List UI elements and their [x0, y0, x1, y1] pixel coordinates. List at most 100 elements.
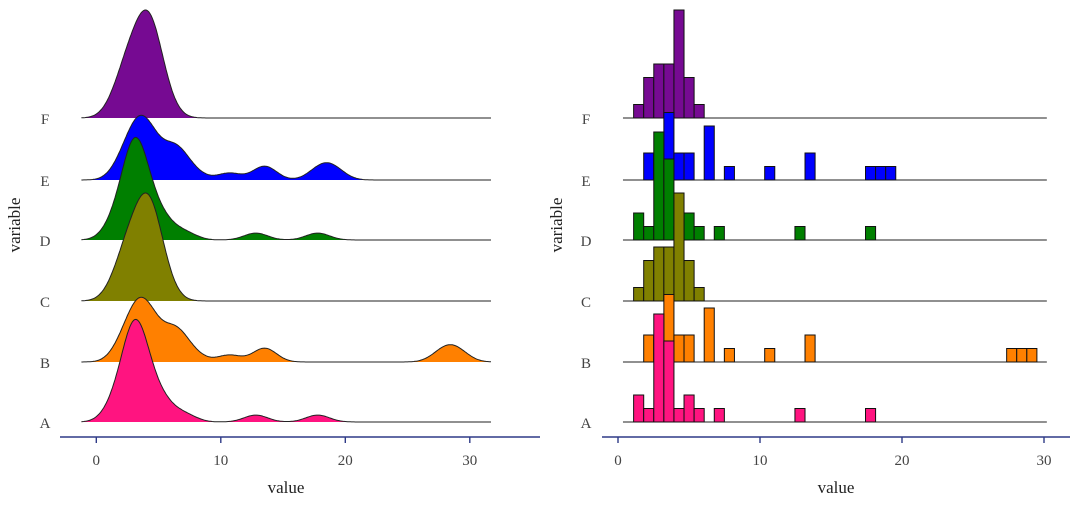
histogram-bar [683, 77, 695, 119]
histogram-ridgeline-panel: 0 10 20 30 value variable A B C D E F [547, 9, 1070, 497]
histogram-bar [653, 63, 665, 119]
histogram-bar [643, 226, 655, 241]
histogram-bar [683, 152, 695, 181]
histogram-bar [653, 246, 665, 302]
density-ridgeline-panel: 0 10 20 30 value variable A B C D E F [5, 9, 540, 497]
x-tick-label: 0 [93, 453, 101, 469]
histogram-bar [703, 307, 715, 363]
histogram-bar [643, 334, 655, 363]
histogram-bar [703, 125, 715, 181]
histogram-bar [865, 408, 877, 423]
y-tick-label-F: F [41, 112, 49, 128]
y-axis-title: variable [5, 198, 24, 253]
x-tick-label: 30 [462, 453, 477, 469]
histogram-bar [633, 104, 645, 119]
histogram-bar [804, 334, 816, 363]
histogram-bar [653, 131, 665, 241]
histogram-bar [1016, 348, 1028, 363]
x-tick-label: 30 [1037, 453, 1052, 469]
density-line [81, 318, 491, 423]
density-fill [81, 137, 492, 240]
histogram-bar [723, 348, 735, 363]
y-tick-label-B: B [40, 356, 50, 372]
density-line [81, 9, 491, 119]
histogram-bar [804, 152, 816, 181]
density-ridge-C [81, 192, 492, 302]
y-axis-title: variable [547, 198, 566, 253]
histogram-ridge-D [622, 131, 1047, 241]
histogram-ridge-A [622, 313, 1047, 423]
histogram-bar [865, 226, 877, 241]
density-fill [81, 319, 492, 422]
histogram-bar [1006, 348, 1018, 363]
histogram-bar [673, 9, 685, 119]
histogram-bar [633, 394, 645, 423]
density-ridge-B [81, 296, 492, 363]
histogram-bar [693, 287, 705, 302]
x-tick-label: 0 [614, 453, 622, 469]
histogram-bar [693, 226, 705, 241]
y-tick-label-F: F [582, 112, 590, 128]
histogram-bar [693, 408, 705, 423]
x-tick-label: 10 [213, 453, 228, 469]
density-ridge-F [81, 9, 492, 119]
histogram-bar [764, 348, 776, 363]
histogram-bar [633, 212, 645, 241]
density-line [81, 192, 491, 302]
histogram-bar [673, 408, 685, 423]
density-line [81, 136, 491, 241]
density-fill [81, 10, 492, 118]
histogram-bar [673, 152, 685, 181]
histogram-bar [653, 313, 665, 423]
histogram-bar [633, 287, 645, 302]
histogram-bar [683, 260, 695, 302]
histogram-ridge-C [622, 192, 1047, 302]
density-ridge-A [81, 318, 492, 423]
x-tick-label: 20 [895, 453, 910, 469]
y-tick-label-D: D [581, 234, 592, 250]
histogram-bar [683, 212, 695, 241]
histogram-bar [643, 77, 655, 119]
histogram-bar [663, 63, 675, 119]
x-tick-label: 20 [338, 453, 353, 469]
y-tick-label-C: C [40, 295, 50, 311]
density-ridge-D [81, 136, 492, 241]
y-tick-label-D: D [40, 234, 51, 250]
histogram-bar [875, 166, 887, 181]
y-tick-label-C: C [581, 295, 591, 311]
histogram-bar [693, 104, 705, 119]
histogram-ridge-E [622, 112, 1047, 181]
x-tick-label: 10 [753, 453, 768, 469]
histogram-bar [683, 394, 695, 423]
histogram-bar [663, 158, 675, 241]
histogram-bar [643, 260, 655, 302]
histogram-ridge-B [622, 294, 1047, 363]
histogram-bar [1026, 348, 1038, 363]
histogram-bar [794, 408, 806, 423]
x-axis-title: value [268, 478, 305, 497]
histogram-bar [643, 152, 655, 181]
density-line [81, 114, 491, 181]
histogram-bar [764, 166, 776, 181]
y-tick-label-B: B [581, 356, 591, 372]
histogram-bar [713, 226, 725, 241]
y-tick-label-A: A [40, 416, 51, 432]
density-ridge-E [81, 114, 492, 181]
y-tick-label-A: A [581, 416, 592, 432]
histogram-bar [673, 192, 685, 302]
histogram-ridge-F [622, 9, 1047, 119]
density-fill [81, 193, 492, 301]
histogram-bar [683, 334, 695, 363]
histogram-bar [663, 340, 675, 423]
y-tick-label-E: E [581, 174, 590, 190]
histogram-bar [885, 166, 897, 181]
x-axis-title: value [818, 478, 855, 497]
histogram-bar [673, 334, 685, 363]
density-fill [81, 115, 492, 180]
density-fill [81, 297, 492, 362]
histogram-bar [643, 408, 655, 423]
histogram-bar [663, 246, 675, 302]
histogram-bar [794, 226, 806, 241]
histogram-bar [865, 166, 877, 181]
